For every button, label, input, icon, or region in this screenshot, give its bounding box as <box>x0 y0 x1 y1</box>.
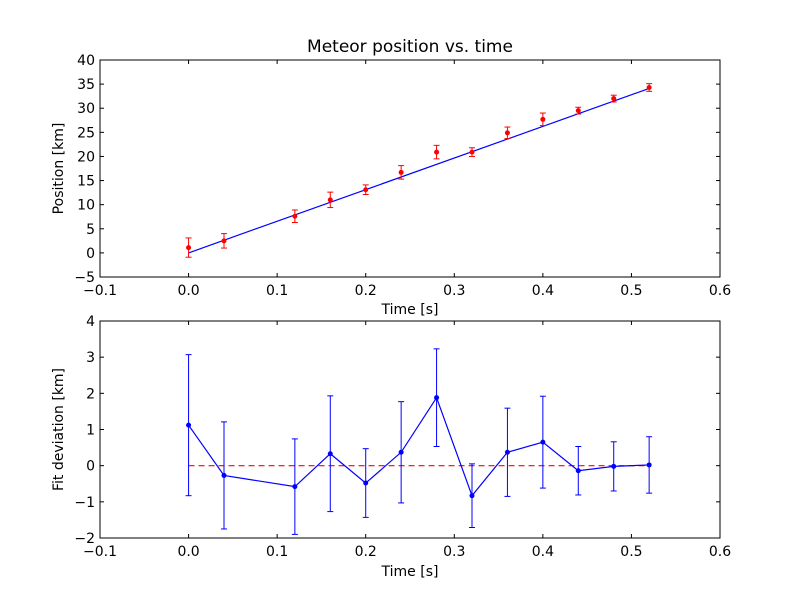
data-point <box>469 493 475 499</box>
y-tick-label: 25 <box>77 125 95 141</box>
data-point <box>292 484 298 490</box>
x-tick-label: 0.1 <box>266 283 288 299</box>
data-point <box>221 472 227 478</box>
x-tick-label: 0.3 <box>443 544 465 560</box>
data-point <box>221 238 227 244</box>
y-tick-label: 2 <box>86 386 95 402</box>
y-tick-label: −2 <box>74 531 95 547</box>
data-point <box>504 130 510 136</box>
x-tick-label: 0.0 <box>177 283 199 299</box>
data-point <box>611 96 617 102</box>
x-tick-label: 0.5 <box>620 544 642 560</box>
y-axis-label: Fit deviation [km] <box>51 368 67 491</box>
data-point <box>540 439 546 445</box>
y-tick-label: 10 <box>77 198 95 214</box>
x-axis-label: Time [s] <box>381 302 439 318</box>
y-tick-label: 5 <box>86 222 95 238</box>
position-plot-area <box>185 83 653 258</box>
x-tick-label: 0.4 <box>532 283 554 299</box>
data-point <box>575 108 581 114</box>
data-point <box>363 480 369 486</box>
data-point <box>434 149 440 155</box>
y-tick-label: 20 <box>77 149 95 165</box>
x-tick-label: 0.4 <box>532 544 554 560</box>
y-tick-label: 35 <box>77 77 95 93</box>
data-point <box>575 468 581 474</box>
data-point <box>611 463 617 469</box>
data-point <box>327 451 333 457</box>
y-tick-label: 3 <box>86 350 95 366</box>
y-tick-label: 0 <box>86 459 95 475</box>
deviation-plot-area <box>185 348 653 535</box>
data-point <box>469 149 475 155</box>
x-tick-label: 0.3 <box>443 283 465 299</box>
y-tick-label: 15 <box>77 174 95 190</box>
data-point <box>363 187 369 193</box>
x-tick-label: −0.1 <box>83 544 117 560</box>
x-tick-label: 0.0 <box>177 544 199 560</box>
x-tick-label: 0.6 <box>709 544 731 560</box>
x-tick-label: 0.5 <box>620 283 642 299</box>
position-ticks: −0.1 0.0 0.1 0.2 0.3 0.4 0.5 0.6 −5 0 5 10 15 20 25 30 3… <box>74 53 731 299</box>
x-tick-label: 0.2 <box>355 283 377 299</box>
y-tick-label: 4 <box>86 314 95 330</box>
y-tick-label: −1 <box>74 495 95 511</box>
data-point <box>398 449 404 455</box>
x-axis-label: Time [s] <box>381 564 439 580</box>
data-point <box>540 116 546 122</box>
data-point <box>434 395 440 401</box>
data-point <box>646 462 652 468</box>
data-point <box>504 449 510 455</box>
y-tick-label: −5 <box>74 270 95 286</box>
chart-title: Meteor position vs. time <box>307 37 513 57</box>
x-tick-label: 0.2 <box>355 544 377 560</box>
deviation-ticks: −0.1 0.0 0.1 0.2 0.3 0.4 0.5 0.6 −2 −1 0 1 2 3 4 <box>74 314 731 560</box>
deviation-subplot: −0.1 0.0 0.1 0.2 0.3 0.4 0.5 0.6 −2 −1 0 1 2 3 4 Time … <box>51 314 731 580</box>
data-point <box>398 169 404 175</box>
x-tick-label: 0.6 <box>709 283 731 299</box>
data-point <box>186 245 192 251</box>
y-tick-label: 1 <box>86 423 95 439</box>
data-point <box>292 213 298 219</box>
data-point <box>186 422 192 428</box>
y-axis-label: Position [km] <box>51 123 67 215</box>
position-subplot: Meteor position vs. time −0.1 0.0 0.1 0.2 0.… <box>51 37 731 318</box>
y-tick-label: 40 <box>77 53 95 69</box>
y-tick-label: 0 <box>86 246 95 262</box>
data-point <box>646 84 652 90</box>
fit-line <box>188 87 650 254</box>
x-tick-label: −0.1 <box>83 283 117 299</box>
data-point <box>327 197 333 203</box>
x-tick-label: 0.1 <box>266 544 288 560</box>
y-tick-label: 30 <box>77 101 95 117</box>
position-axes-frame <box>99 59 721 278</box>
